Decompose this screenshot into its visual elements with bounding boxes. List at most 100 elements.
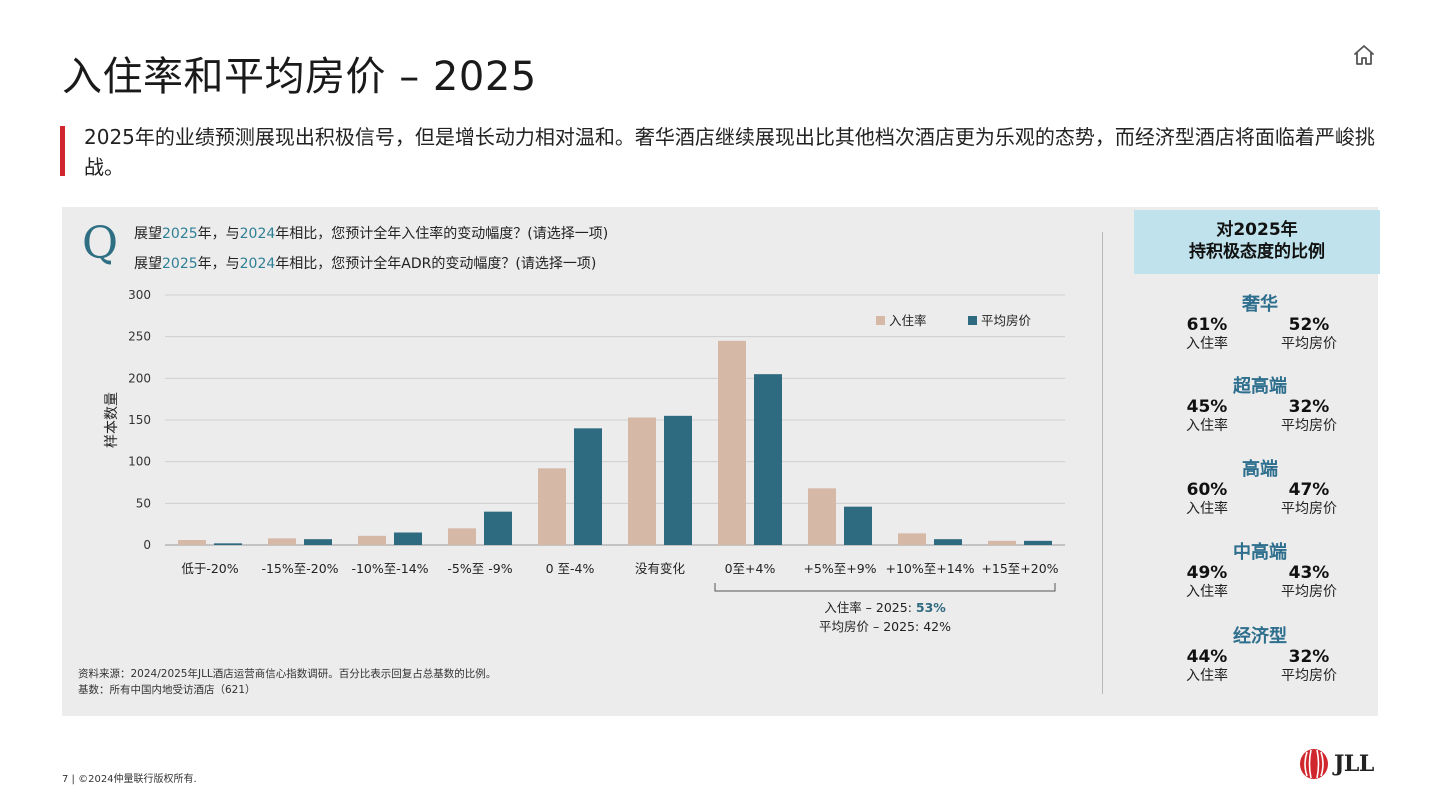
question-icon: Q	[82, 218, 119, 269]
segment-adr-value: 47%	[1288, 480, 1330, 500]
y-tick-label: 0	[143, 538, 151, 552]
segment-name: 奢华	[1242, 294, 1278, 315]
segment-values: 44% 入住率 32% 平均房价	[1160, 646, 1360, 684]
bar-adr	[754, 374, 782, 545]
segment-name: 高端	[1242, 459, 1278, 480]
jll-logo-mark	[1300, 749, 1328, 779]
bar-adr	[1024, 540, 1052, 545]
segment-name: 经济型	[1233, 626, 1287, 647]
legend-swatch	[876, 316, 885, 325]
segment-occupancy-label: 入住率	[1186, 501, 1228, 517]
base-note: 基数：所有中国内地受访酒店（621）	[78, 684, 256, 696]
y-tick-label: 50	[136, 496, 151, 510]
bar-occupancy	[808, 488, 836, 545]
segment-values: 60% 入住率 47% 平均房价	[1160, 479, 1360, 517]
annotation-occupancy-prefix: 入住率 – 2025:	[824, 600, 916, 615]
x-tick-label: +15至+20%	[981, 561, 1058, 576]
segment-adr-label: 平均房价	[1281, 336, 1337, 352]
bar-adr	[214, 543, 242, 545]
y-tick-label: 150	[128, 413, 151, 427]
source-note: 资料来源：2024/2025年JLL酒店运营商信心指数调研。百分比表示回复占总基…	[78, 668, 497, 680]
segment-values: 61% 入住率 52% 平均房价	[1160, 314, 1360, 352]
segment-heading-line1: 对2025年	[1216, 220, 1298, 240]
segment-adr-value: 52%	[1288, 315, 1330, 335]
y-axis-label: 样本数量	[104, 392, 120, 448]
panel-divider	[1102, 232, 1103, 694]
segment-adr-value: 32%	[1288, 647, 1330, 667]
segment-block: 经济型 44% 入住率 32% 平均房价	[1160, 622, 1360, 684]
bar-adr	[304, 539, 332, 545]
bar-occupancy	[898, 533, 926, 545]
question-occupancy: 展望2025年，与2024年相比，您预计全年入住率的变动幅度？(请选择一项)	[134, 226, 609, 242]
bar-adr	[664, 415, 692, 545]
segment-values: 45% 入住率 32% 平均房价	[1160, 396, 1360, 434]
segment-occupancy-label: 入住率	[1186, 584, 1228, 600]
x-tick-label: +10%至+14%	[885, 561, 974, 576]
x-tick-label: -15%至-20%	[261, 561, 338, 576]
segment-block: 超高端 45% 入住率 32% 平均房价	[1160, 372, 1360, 434]
bar-adr	[484, 511, 512, 545]
annotation-adr: 平均房价 – 2025: 42%	[819, 619, 951, 634]
segment-occupancy-label: 入住率	[1186, 418, 1228, 434]
legend-label: 入住率	[889, 313, 927, 328]
bar-occupancy	[358, 535, 386, 545]
annotation-occupancy: 入住率 – 2025: 53%	[824, 600, 946, 615]
segment-name: 超高端	[1233, 376, 1287, 397]
annotation-occupancy-value: 53%	[916, 600, 946, 615]
question-adr: 展望2025年，与2024年相比，您预计全年ADR的变动幅度？(请选择一项)	[134, 256, 597, 272]
segment-occupancy-value: 45%	[1186, 397, 1228, 417]
legend-swatch	[968, 316, 977, 325]
segment-adr-label: 平均房价	[1281, 668, 1337, 684]
positive-bracket	[714, 583, 1056, 592]
bar-occupancy	[538, 468, 566, 545]
segment-block: 中高端 49% 入住率 43% 平均房价	[1160, 538, 1360, 600]
bar-adr	[934, 539, 962, 545]
segment-occupancy-label: 入住率	[1186, 336, 1228, 352]
bar-adr	[394, 532, 422, 545]
x-tick-label: 0 至-4%	[546, 561, 595, 576]
segment-occupancy-value: 49%	[1186, 563, 1228, 583]
y-tick-label: 100	[128, 455, 151, 469]
bar-occupancy	[448, 528, 476, 545]
bar-adr	[844, 506, 872, 545]
segment-adr-label: 平均房价	[1281, 501, 1337, 517]
footer-copyright: 7 | ©2024仲量联行版权所有.	[62, 774, 197, 785]
bar-occupancy	[628, 417, 656, 545]
segment-occupancy-value: 44%	[1186, 647, 1228, 667]
bar-occupancy	[988, 540, 1016, 545]
bar-occupancy	[718, 340, 746, 545]
x-tick-label: -5%至 -9%	[447, 561, 512, 576]
segment-occupancy-label: 入住率	[1186, 668, 1228, 684]
segment-name: 中高端	[1233, 542, 1287, 563]
bar-adr	[574, 428, 602, 545]
y-tick-label: 250	[128, 330, 151, 344]
segment-adr-label: 平均房价	[1281, 584, 1337, 600]
bar-occupancy	[178, 540, 206, 545]
legend-label: 平均房价	[981, 313, 1032, 328]
segment-occupancy-value: 60%	[1186, 480, 1228, 500]
jll-logo-text: JLL	[1334, 751, 1374, 777]
x-tick-label: 没有变化	[635, 561, 686, 576]
home-icon[interactable]	[1352, 43, 1376, 67]
segment-panel-heading: 对2025年 持积极态度的比例	[1134, 210, 1380, 274]
segment-values: 49% 入住率 43% 平均房价	[1160, 562, 1360, 600]
segment-adr-label: 平均房价	[1281, 418, 1337, 434]
x-tick-label: -10%至-14%	[351, 561, 428, 576]
page-title: 入住率和平均房价 – 2025	[62, 54, 537, 100]
x-tick-label: 低于-20%	[181, 561, 238, 576]
segment-adr-value: 32%	[1288, 397, 1330, 417]
y-tick-label: 200	[128, 371, 151, 385]
bar-occupancy	[268, 538, 296, 545]
segment-heading-line2: 持积极态度的比例	[1189, 242, 1325, 262]
segment-block: 奢华 61% 入住率 52% 平均房价	[1160, 290, 1360, 352]
segment-adr-value: 43%	[1288, 563, 1330, 583]
y-tick-label: 300	[128, 288, 151, 302]
x-tick-label: +5%至+9%	[803, 561, 876, 576]
segment-block: 高端 60% 入住率 47% 平均房价	[1160, 455, 1360, 517]
summary-accent-bar	[60, 126, 65, 176]
summary-text: 2025年的业绩预测展现出积极信号，但是增长动力相对温和。奢华酒店继续展现出比其…	[84, 125, 1375, 179]
segment-occupancy-value: 61%	[1186, 315, 1228, 335]
jll-logo: JLL	[1298, 748, 1374, 780]
x-tick-label: 0至+4%	[725, 561, 776, 576]
